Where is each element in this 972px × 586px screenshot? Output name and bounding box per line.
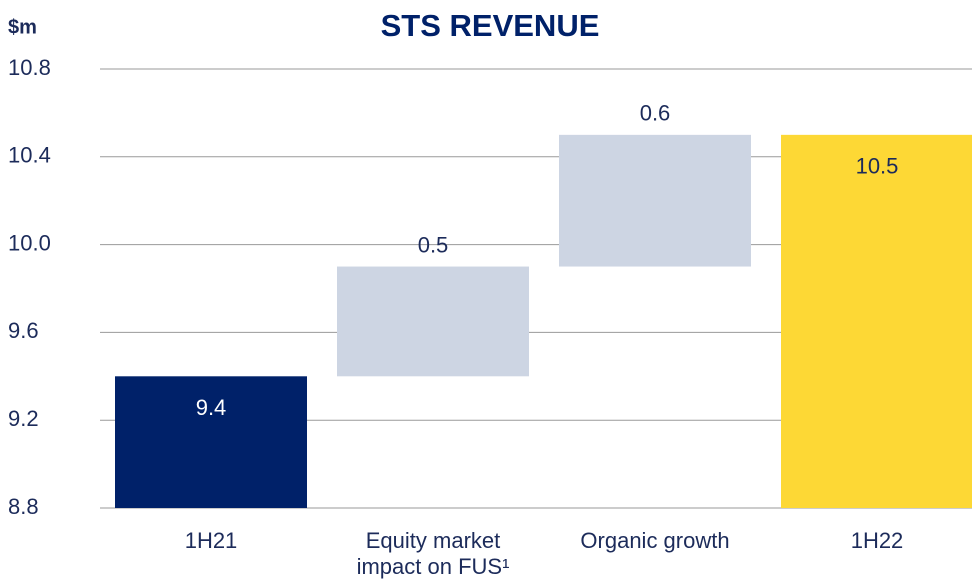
value-label: 0.6 [640, 101, 671, 126]
bar [559, 134, 751, 267]
y-tick-label: 9.6 [8, 318, 39, 343]
bar [781, 134, 972, 508]
x-tick-label: Equity market impact on FUS¹ [356, 528, 510, 579]
x-tick-label: 1H22 [850, 528, 904, 553]
y-tick-label: 10.4 [8, 143, 51, 168]
value-label: 9.4 [196, 395, 227, 420]
value-label: 10.5 [856, 154, 899, 179]
y-tick-label: 10.8 [8, 55, 51, 80]
y-tick-label: 8.8 [8, 494, 39, 519]
value-label: 0.5 [418, 232, 449, 257]
y-axis-label: $m [8, 16, 37, 38]
x-tick-label: 1H21 [184, 528, 238, 553]
y-tick-label: 10.0 [8, 230, 51, 255]
y-tick-label: 9.2 [8, 406, 39, 431]
bar [337, 266, 529, 377]
bar [115, 376, 307, 508]
x-tick-label: Organic growth [580, 528, 730, 553]
chart-title: STS REVENUE [381, 8, 600, 43]
